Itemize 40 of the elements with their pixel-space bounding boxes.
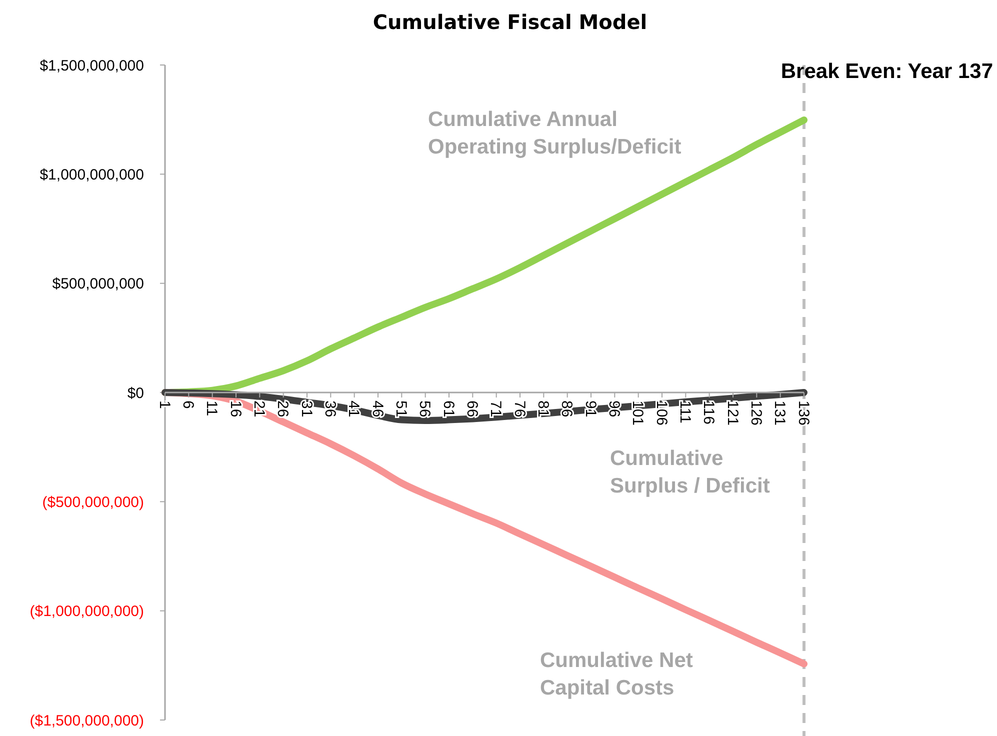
- y-tick-label: ($500,000,000): [42, 494, 144, 511]
- x-tick-label: 6: [179, 400, 196, 409]
- x-tick-label: 86: [558, 400, 576, 418]
- y-tick-label: $500,000,000: [52, 276, 144, 293]
- x-tick-label: 11: [203, 400, 220, 416]
- x-tick-label: 1: [156, 400, 173, 409]
- y-tick-label: $1,500,000,000: [40, 57, 144, 74]
- x-tick-label: 31: [298, 400, 315, 418]
- x-tick-label: 131: [771, 400, 788, 426]
- x-tick-label: 136: [794, 400, 812, 426]
- x-tick-label: 46: [368, 400, 386, 418]
- y-tick-label: ($1,000,000,000): [30, 603, 144, 620]
- x-tick-label: 66: [463, 400, 480, 418]
- x-tick-label: 76: [510, 400, 528, 418]
- y-tick-label: ($1,500,000,000): [30, 712, 144, 730]
- x-tick-label: 41: [345, 400, 362, 418]
- series-label: Cumulative Net Capital Costs: [540, 649, 693, 700]
- series-label: Cumulative Annual Operating Surplus/Deficit: [428, 108, 682, 158]
- x-tick-label: 91: [582, 400, 599, 418]
- x-tick-label: 96: [605, 400, 622, 418]
- x-tick-label: 111: [676, 400, 694, 424]
- x-tick-label: 106: [652, 400, 670, 426]
- x-tick-label: 71: [487, 400, 504, 418]
- series-label: Cumulative Surplus / Deficit: [610, 447, 770, 498]
- x-tick-label: 126: [747, 400, 764, 426]
- y-tick-label: $1,000,000,000: [40, 166, 144, 184]
- y-tick-label: $0: [127, 384, 144, 402]
- ref-line-label: Break Even: Year 137: [780, 60, 993, 83]
- x-tick-label: 81: [534, 400, 552, 418]
- x-tick-label: 36: [321, 400, 338, 418]
- x-tick-label: 116: [700, 400, 718, 424]
- x-tick-label: 101: [629, 400, 646, 426]
- x-tick-label: 26: [274, 400, 292, 418]
- x-tick-label: 56: [416, 400, 434, 418]
- x-tick-label: 121: [724, 400, 741, 426]
- chart-title: Cumulative Fiscal Model: [372, 10, 648, 34]
- x-tick-label: 61: [440, 400, 457, 418]
- x-tick-label: 51: [392, 400, 410, 418]
- x-tick-label: 16: [226, 400, 244, 418]
- x-tick-label: 21: [250, 400, 268, 418]
